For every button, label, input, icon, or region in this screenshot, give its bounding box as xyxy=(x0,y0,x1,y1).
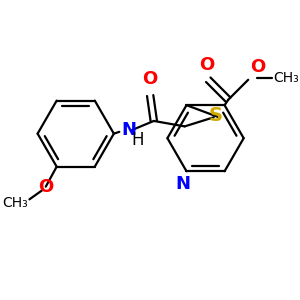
Text: S: S xyxy=(208,106,223,125)
Text: N: N xyxy=(175,175,190,193)
Text: N: N xyxy=(121,121,136,139)
Text: O: O xyxy=(199,56,214,74)
Text: O: O xyxy=(250,58,265,76)
Text: CH₃: CH₃ xyxy=(274,71,299,85)
Text: O: O xyxy=(142,70,158,88)
Text: CH₃: CH₃ xyxy=(2,196,28,210)
Text: O: O xyxy=(38,178,53,196)
Text: H: H xyxy=(131,131,144,149)
